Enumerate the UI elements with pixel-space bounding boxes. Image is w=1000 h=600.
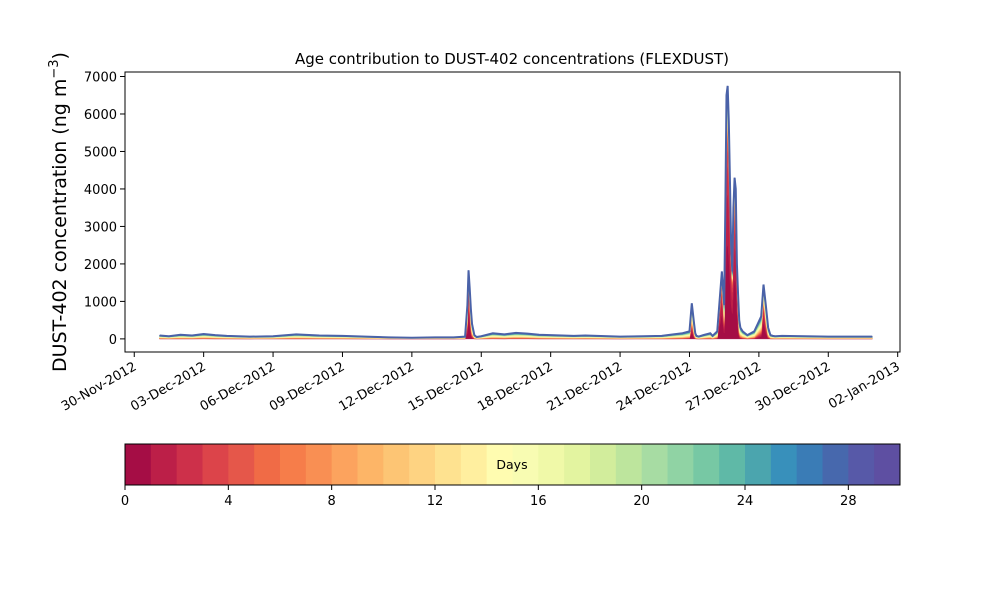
- colorbar-tick-label: 16: [530, 494, 547, 509]
- y-tick-label: 4000: [84, 183, 117, 198]
- colorbar-segment-11: [409, 444, 436, 485]
- colorbar-tick-label: 28: [840, 494, 857, 509]
- colorbar-segment-15: [512, 444, 539, 485]
- colorbar-segment-4: [228, 444, 255, 485]
- colorbar-segment-13: [460, 444, 488, 485]
- colorbar-segment-10: [383, 444, 410, 485]
- colorbar-segment-20: [641, 444, 668, 485]
- colorbar-segment-17: [564, 444, 591, 485]
- colorbar-segment-18: [590, 444, 617, 485]
- colorbar-segment-6: [280, 444, 307, 485]
- y-axis-label: DUST-402 concentration (ng m−3): [47, 52, 71, 372]
- colorbar-segment-27: [822, 444, 849, 485]
- colorbar-segment-5: [254, 444, 281, 485]
- plot-frame: [124, 71, 901, 353]
- y-tick-label: 7000: [84, 70, 117, 85]
- colorbar-segment-9: [357, 444, 384, 485]
- colorbar-segment-21: [667, 444, 694, 485]
- y-tick-label: 3000: [84, 220, 117, 235]
- colorbar-segment-16: [538, 444, 565, 485]
- y-axis: 0 1000 2000 3000 4000 5000 6000 7000: [84, 70, 125, 348]
- colorbar: 0 4 8 12 16 20 24 28: [121, 443, 901, 509]
- colorbar-tick-label: 24: [737, 494, 754, 509]
- colorbar-segment-12: [435, 444, 462, 485]
- colorbar-segment-26: [796, 444, 823, 485]
- colorbar-segment-29: [874, 444, 901, 485]
- colorbar-label: Days: [496, 457, 527, 472]
- plot-area: [159, 85, 873, 340]
- colorbar-tick-label: 8: [328, 494, 336, 509]
- y-tick-label: 6000: [84, 108, 117, 123]
- colorbar-segment-19: [615, 444, 643, 485]
- colorbar-segment-0: [125, 444, 152, 485]
- colorbar-segment-8: [331, 444, 358, 485]
- colorbar-tick-label: 20: [633, 494, 650, 509]
- colorbar-segment-3: [202, 444, 229, 485]
- colorbar-tick-label: 0: [121, 494, 129, 509]
- colorbar-segment-2: [176, 444, 203, 485]
- total-series-line: [159, 85, 873, 339]
- colorbar-segment-7: [305, 444, 333, 485]
- y-tick-label: 2000: [84, 258, 117, 273]
- colorbar-segment-24: [745, 444, 772, 485]
- y-tick-label: 5000: [84, 145, 117, 160]
- y-axis-label-exponent: −3: [47, 59, 62, 78]
- y-axis-label-main: DUST-402 concentration (ng m: [49, 79, 71, 372]
- y-axis-label-close: ): [49, 52, 71, 59]
- colorbar-segment-25: [770, 444, 798, 485]
- y-tick-label: 0: [109, 333, 117, 348]
- y-tick-label: 1000: [84, 295, 117, 310]
- colorbar-segment-22: [693, 444, 720, 485]
- colorbar-segment-14: [486, 444, 513, 485]
- colorbar-tick-label: 12: [427, 494, 444, 509]
- colorbar-segment-28: [848, 444, 875, 485]
- chart-title: Age contribution to DUST-402 concentrati…: [295, 50, 729, 68]
- colorbar-segment-23: [719, 444, 746, 485]
- colorbar-tick-label: 4: [224, 494, 232, 509]
- colorbar-segment-1: [150, 444, 178, 485]
- colorbar-frame: [124, 443, 901, 486]
